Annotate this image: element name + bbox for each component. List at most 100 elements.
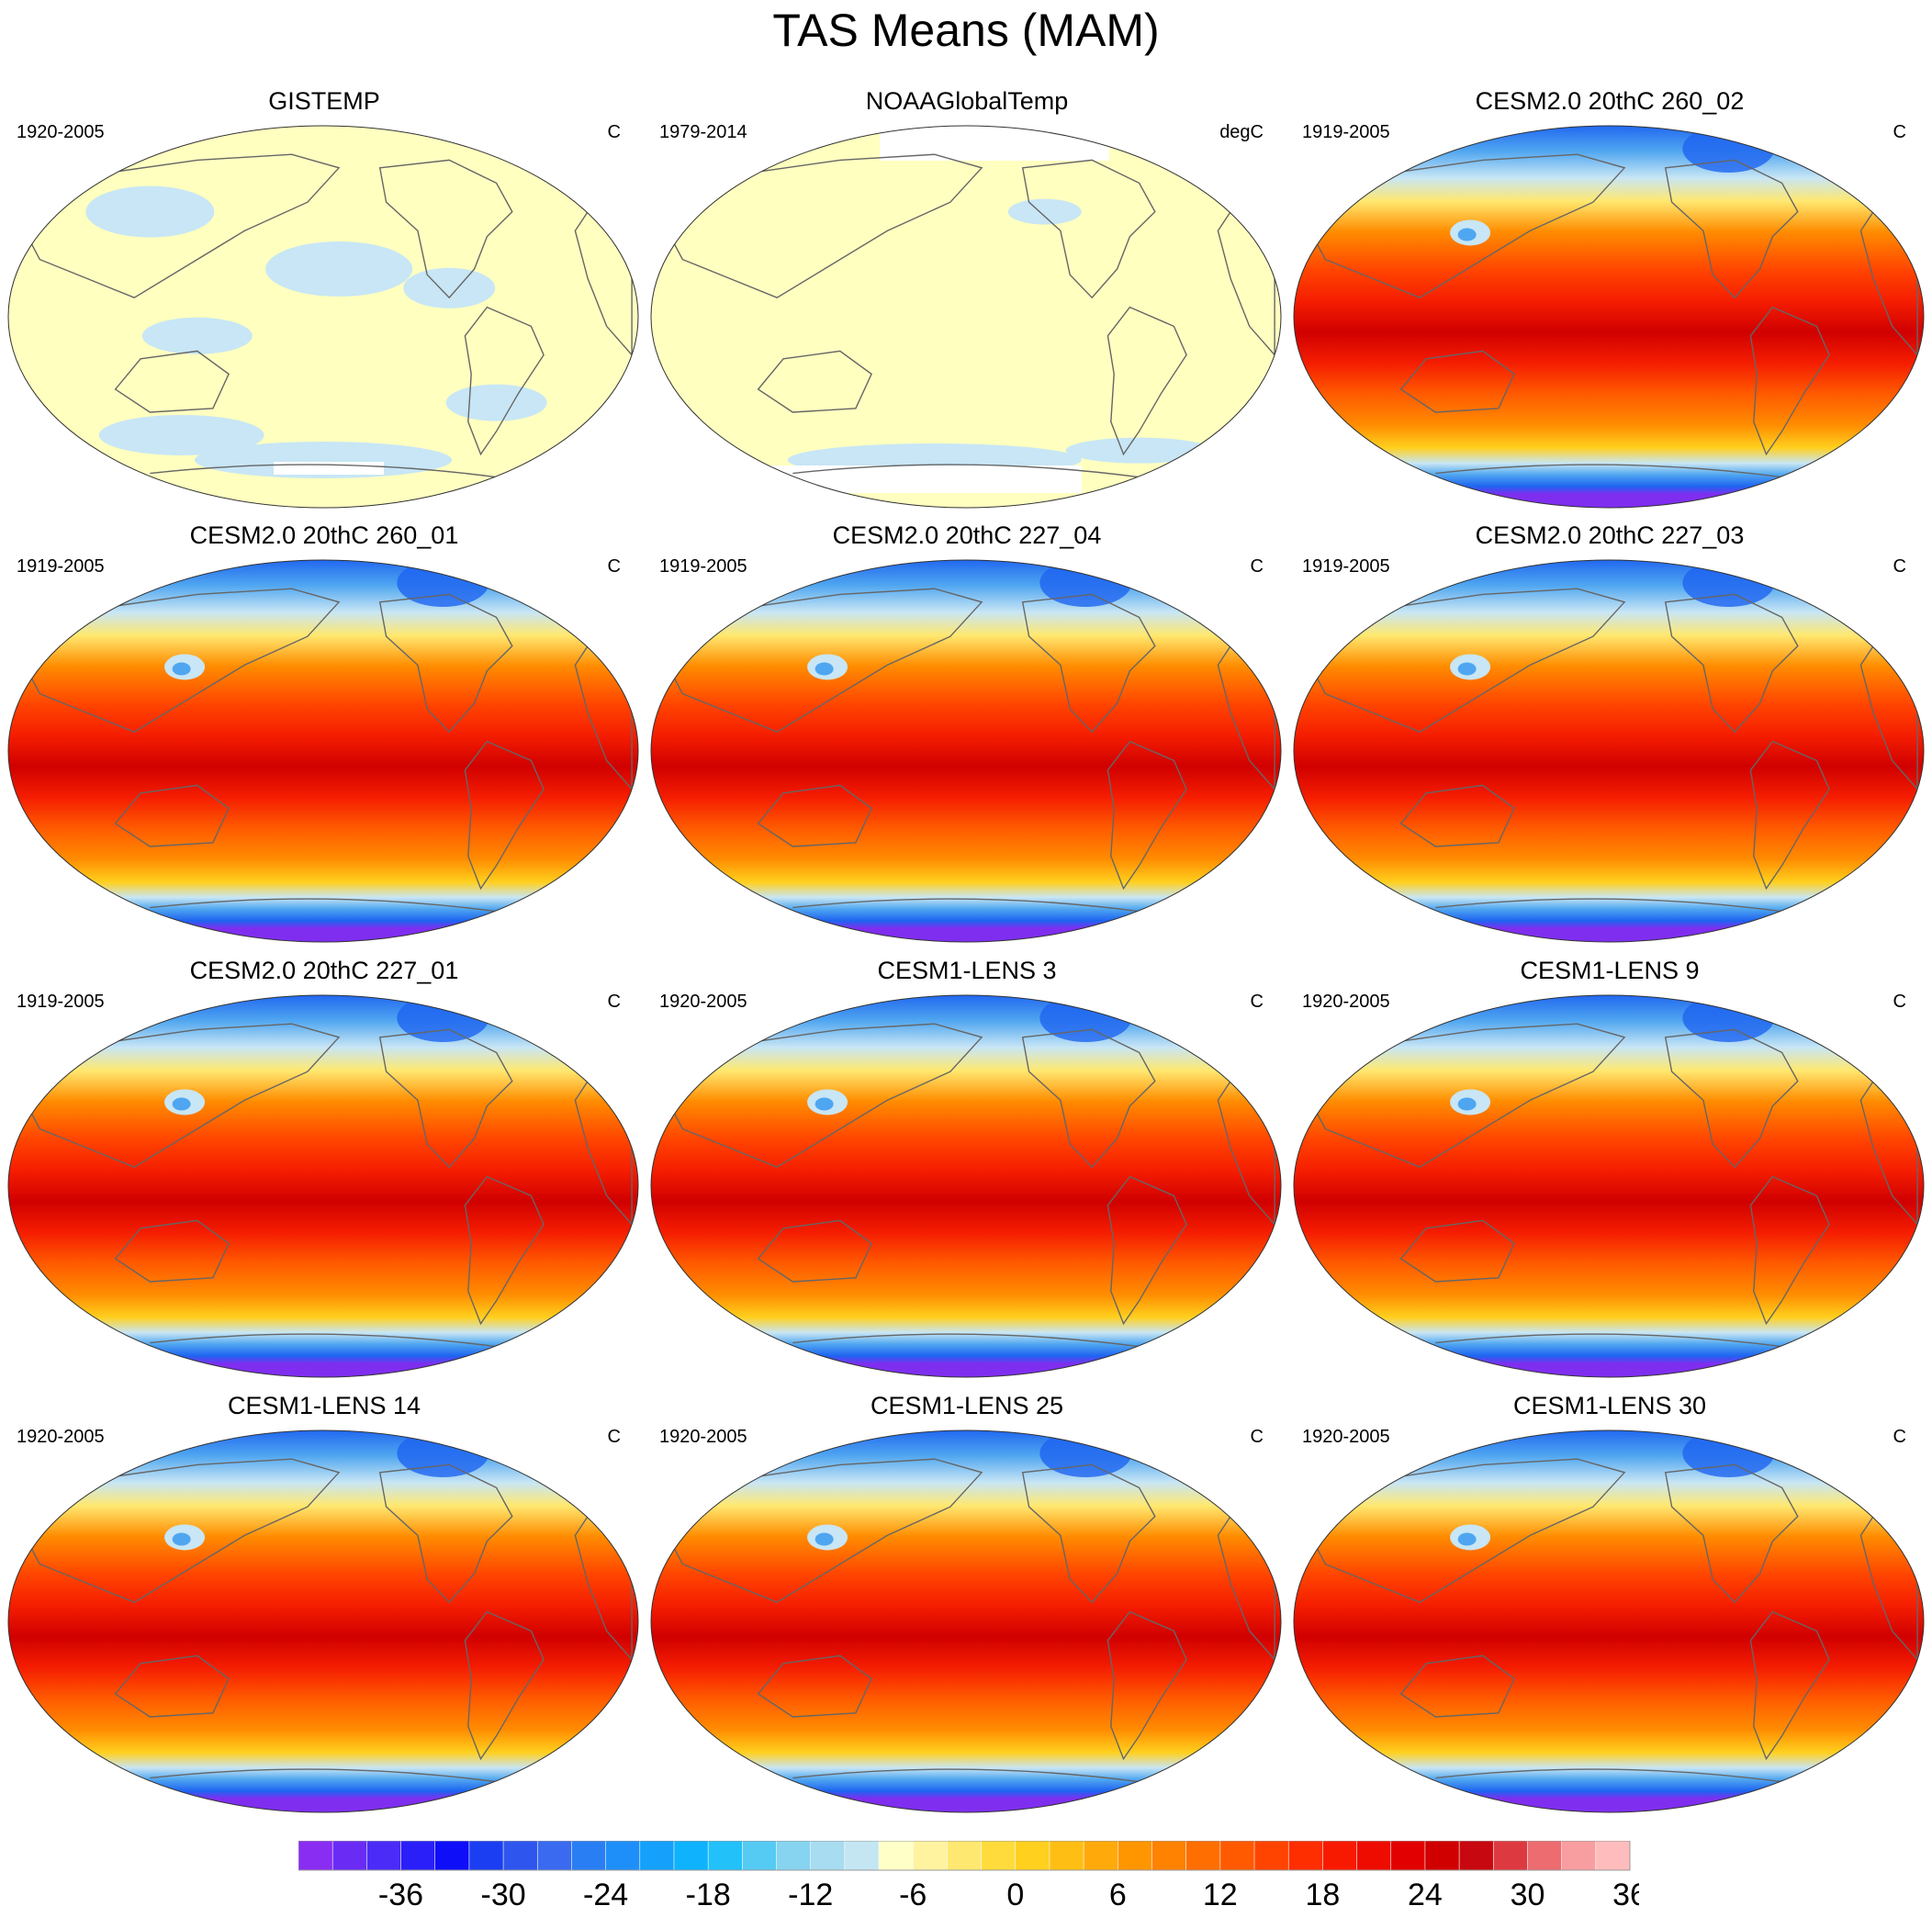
coastline [1435,1768,1782,1783]
coastline [13,153,341,298]
colorbar-swatch [502,1841,539,1871]
anomaly-region [98,414,264,455]
map-plot [650,1429,1282,1813]
colorbar-tick-label: 18 [1305,1878,1340,1910]
coastline [1298,1023,1626,1168]
coastline [464,1610,545,1761]
coastline [13,1023,341,1168]
coastline [464,1175,545,1326]
colorbar-swatch [673,1841,709,1871]
map-border [650,559,1282,943]
map-panel: CESM1-LENS 30 1920-2005 C [1293,1392,1926,1813]
coastline [1021,1028,1156,1169]
colorbar-swatch [1185,1841,1221,1871]
panel-period: 1920-2005 [659,1427,747,1447]
map-plot [1293,994,1925,1378]
page-title: TAS Means (MAM) [772,5,1160,56]
panel-period: 1919-2005 [1302,122,1390,142]
arctic-cold-core [1039,560,1132,607]
map-border [1293,125,1925,509]
coastline [378,593,513,734]
map-plot [650,994,1282,1378]
coastline [150,1768,497,1783]
temperature-field [8,995,638,1377]
anomaly-region [445,384,547,421]
map-border [7,994,639,1378]
arctic-cold-core [1682,126,1775,173]
temperature-field [1294,126,1924,508]
map-plot [7,1429,639,1813]
temperature-field [651,560,1281,942]
panel-units: C [1250,992,1264,1012]
coastline [1435,898,1782,913]
colorbar-swatch [366,1841,402,1871]
map-panel: CESM2.0 20thC 260_02 1919-2005 C [1293,87,1926,509]
coastline [13,588,341,733]
colorbar-swatch [1527,1841,1563,1871]
map-border [1293,559,1925,943]
colorbar-swatch [331,1841,368,1871]
coastline [114,1219,230,1283]
coastline [378,159,513,299]
panel-period: 1920-2005 [1302,1427,1390,1447]
coastline [1298,588,1626,733]
arctic-cold-core [1682,560,1775,607]
map-plot [7,994,639,1378]
colorbar-swatch [1083,1841,1119,1871]
map-plot [1293,559,1925,943]
coastline [378,1028,513,1169]
colorbar-swatch [1492,1841,1529,1871]
colorbar-swatch [1322,1841,1358,1871]
panel-units: C [607,1427,621,1447]
colorbar-swatch [1253,1841,1290,1871]
map-panel: NOAAGlobalTemp 1979-2014 degC [650,87,1284,509]
panel-title: CESM2.0 20thC 260_02 [1475,87,1745,115]
tibet-cold-core [172,1097,191,1111]
coastline [656,1458,983,1603]
map-plot [1293,125,1925,509]
panel-title: NOAAGlobalTemp [865,87,1069,115]
colorbar-swatch [776,1841,812,1871]
coastline [1021,159,1156,299]
temperature-field [8,1430,638,1812]
colorbar-tick-label: -24 [583,1878,628,1910]
missing-data-region [274,462,384,475]
arctic-cold-core [1039,995,1132,1042]
coastline [114,1654,230,1718]
coastline [114,350,230,413]
colorbar-swatch [1424,1841,1460,1871]
coastline [792,464,1140,478]
temperature-field [651,1430,1281,1812]
tibet-cold-core [172,662,191,676]
panel-period: 1979-2014 [659,122,747,142]
arctic-cold-core [397,560,489,607]
map-plot [7,559,639,943]
coastline [150,898,497,913]
panel-title: CESM1-LENS 30 [1512,1392,1707,1419]
colorbar-swatch [1219,1841,1255,1871]
coastline [656,1023,983,1168]
anomaly-region [265,241,413,297]
panel-units: degC [1219,122,1264,142]
coastline [1749,1175,1830,1326]
colorbar-swatch [605,1841,641,1871]
colorbar-swatch [742,1841,778,1871]
panel-title: CESM2.0 20thC 227_03 [1475,521,1745,549]
coastline [1749,740,1830,891]
coastline [1399,1654,1515,1718]
map-panel: CESM2.0 20thC 260_01 1919-2005 C [7,521,641,943]
coastline [13,1458,341,1603]
map-panel: CESM1-LENS 3 1920-2005 C [650,957,1284,1378]
coastline [1106,1610,1187,1761]
tibet-cold-core [814,1532,834,1546]
colorbar-swatch [844,1841,880,1871]
coastline [1664,1028,1799,1169]
tibet-cold-core [1457,1097,1477,1111]
coastline [757,1219,872,1283]
panel-units: C [1893,1427,1906,1447]
map-border [7,1429,639,1813]
coastline [378,1463,513,1604]
coastline [1749,1610,1830,1761]
coastline [150,464,497,478]
map-border [650,1429,1282,1813]
